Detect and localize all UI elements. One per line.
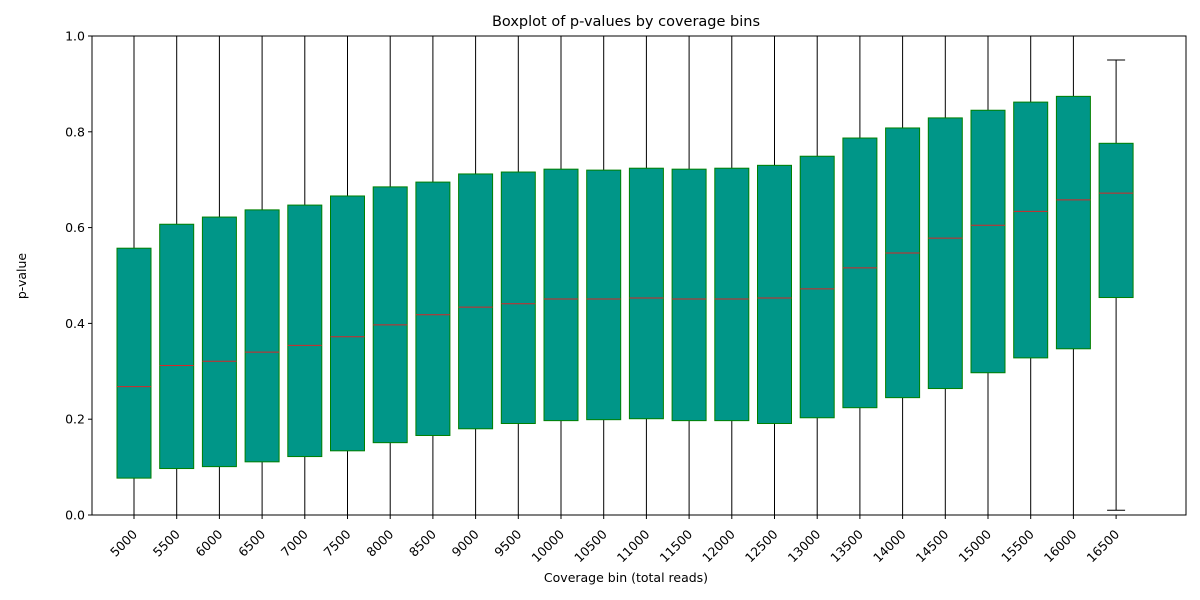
x-tick-label: 16000 — [1041, 526, 1080, 565]
box-14500 — [927, 35, 963, 516]
box-body — [586, 169, 622, 421]
x-tick-label: 10000 — [528, 526, 567, 565]
box-7000 — [287, 35, 323, 516]
box-8500 — [415, 35, 451, 516]
x-tick-label: 8500 — [406, 526, 439, 559]
box-body — [1013, 101, 1049, 359]
box-body — [330, 195, 365, 452]
box-body — [799, 155, 835, 419]
box-7500 — [330, 35, 365, 516]
x-tick-label: 11500 — [656, 526, 695, 565]
x-tick-label: 10500 — [571, 526, 610, 565]
box-body — [201, 216, 237, 468]
x-tick-label: 16500 — [1083, 526, 1122, 565]
box-body — [842, 137, 878, 409]
box-5500 — [159, 35, 195, 516]
plot-frame — [91, 35, 1187, 516]
x-tick-label: 6500 — [235, 526, 268, 559]
box-12000 — [714, 35, 750, 516]
box-body — [287, 204, 323, 458]
box-body — [628, 167, 664, 420]
x-tick-label: 12000 — [699, 526, 738, 565]
x-tick-label: 7000 — [278, 526, 311, 559]
box-9500 — [500, 35, 536, 516]
x-tick-label: 12500 — [742, 526, 781, 565]
x-tick-label: 5000 — [107, 526, 140, 559]
x-tick-label: 14500 — [913, 526, 952, 565]
box-body — [116, 247, 152, 479]
x-axis: 5000 5500 6000 6500 7000 7500 8000 8500 9000 9500… — [107, 515, 1122, 565]
box-16000 — [1055, 35, 1091, 516]
box-6000 — [201, 35, 237, 516]
box-body — [1098, 142, 1134, 299]
x-tick-label: 13500 — [827, 526, 866, 565]
box-12500 — [757, 35, 792, 516]
x-tick-label: 5500 — [150, 526, 183, 559]
x-tick-label: 13000 — [785, 526, 824, 565]
x-axis-label: Coverage bin (total reads) — [544, 570, 708, 585]
boxes-layer — [116, 35, 1134, 516]
x-tick-label: 7500 — [321, 526, 354, 559]
box-8000 — [372, 35, 408, 516]
box-body — [671, 168, 707, 422]
box-16500 — [1098, 59, 1134, 511]
y-tick-label: 0.2 — [65, 412, 85, 427]
box-body — [1055, 95, 1091, 350]
box-body — [372, 186, 408, 444]
box-body — [927, 117, 963, 390]
x-tick-label: 15500 — [998, 526, 1037, 565]
box-body — [159, 223, 195, 470]
box-13500 — [842, 35, 878, 516]
box-15000 — [970, 35, 1006, 516]
box-body — [543, 168, 579, 422]
x-tick-label: 14000 — [870, 526, 909, 565]
y-axis-label: p-value — [14, 253, 29, 300]
x-tick-label: 11000 — [614, 526, 653, 565]
x-tick-label: 8000 — [363, 526, 396, 559]
box-11500 — [671, 35, 707, 516]
box-body — [757, 164, 792, 425]
box-11000 — [628, 35, 664, 516]
x-tick-label: 15000 — [955, 526, 994, 565]
box-15500 — [1013, 35, 1049, 516]
y-tick-label: 0.6 — [65, 220, 85, 235]
y-axis: 0.0 0.2 0.4 0.6 0.8 1.0 — [65, 29, 92, 523]
box-10000 — [543, 35, 579, 516]
box-body — [415, 181, 451, 436]
box-body — [970, 109, 1006, 374]
y-tick-label: 1.0 — [65, 29, 85, 44]
box-13000 — [799, 35, 835, 516]
box-body — [458, 173, 494, 430]
y-tick-label: 0.4 — [65, 316, 85, 331]
box-14000 — [885, 35, 921, 516]
y-tick-label: 0.0 — [65, 508, 85, 523]
box-body — [714, 167, 750, 422]
box-5000 — [116, 35, 152, 516]
y-tick-label: 0.8 — [65, 124, 85, 139]
box-body — [885, 127, 921, 399]
box-body — [244, 209, 280, 463]
x-tick-label: 9000 — [449, 526, 482, 559]
box-9000 — [458, 35, 494, 516]
x-tick-label: 9500 — [491, 526, 524, 559]
box-body — [500, 171, 536, 425]
box-10500 — [586, 35, 622, 516]
chart-title: Boxplot of p-values by coverage bins — [492, 14, 760, 30]
x-tick-label: 6000 — [192, 526, 225, 559]
box-6500 — [244, 35, 280, 516]
